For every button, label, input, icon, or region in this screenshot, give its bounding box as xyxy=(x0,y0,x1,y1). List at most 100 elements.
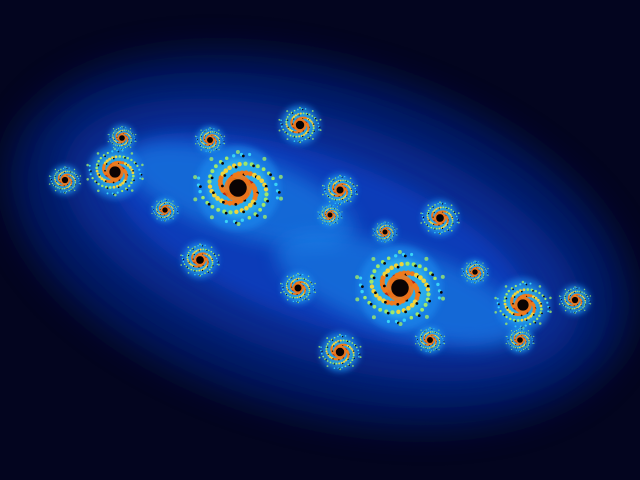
spiral-dot-dark xyxy=(439,291,443,294)
spiral-dot xyxy=(114,155,118,159)
spiral-dot xyxy=(204,272,206,274)
spiral-dot xyxy=(172,214,174,216)
sprinkle-dot xyxy=(359,356,362,359)
spiral-dot-dark xyxy=(192,248,194,250)
spiral-dot xyxy=(232,154,236,158)
spiral-dot xyxy=(421,215,424,218)
spiral-dot xyxy=(205,150,207,152)
spiral-dot xyxy=(538,291,541,295)
spiral-dot-dark xyxy=(325,211,327,212)
spiral-dot xyxy=(71,171,73,173)
cluster-core xyxy=(196,256,204,264)
spiral-dot xyxy=(417,342,419,344)
spiral-dot xyxy=(197,176,201,180)
spiral-small xyxy=(505,326,535,354)
spiral-dot xyxy=(210,150,212,152)
spiral-dot xyxy=(566,291,568,293)
sprinkle-dot xyxy=(339,174,341,177)
spiral-dot xyxy=(166,201,168,204)
spiral-dot-dark xyxy=(60,188,62,190)
spiral-dot-dark xyxy=(269,173,272,177)
spiral-dot-dark xyxy=(565,295,567,297)
spiral-dot xyxy=(516,347,519,349)
spiral-dot xyxy=(157,211,159,213)
spiral-dot-dark xyxy=(287,126,289,128)
spiral-dot xyxy=(306,295,308,298)
spiral-dot xyxy=(385,299,391,305)
spiral-dot xyxy=(561,302,564,305)
spiral-dot-dark xyxy=(515,335,517,337)
spiral-dot xyxy=(334,341,338,344)
spiral-dot xyxy=(506,308,510,312)
spiral-dot xyxy=(344,175,346,178)
spiral-dot xyxy=(194,274,196,276)
spiral-dot xyxy=(386,319,390,324)
spiral-dot-dark xyxy=(348,364,350,366)
spiral-dot-dark xyxy=(219,138,220,140)
spiral-dot xyxy=(256,175,261,180)
spiral-dot xyxy=(354,187,356,190)
spiral-dot-dark xyxy=(389,235,391,237)
spiral-dot-dark xyxy=(380,235,382,237)
sprinkle-dot xyxy=(107,140,109,143)
spiral-dot xyxy=(451,217,454,220)
spiral-dot xyxy=(320,346,322,348)
spiral-dot xyxy=(524,342,527,345)
spiral-dot-dark xyxy=(132,170,134,172)
spiral-dot xyxy=(59,172,62,175)
spiral-dot xyxy=(344,359,348,362)
spiral-dot-dark xyxy=(98,174,101,176)
spiral-dot-dark xyxy=(198,250,200,252)
sprinkle-dot xyxy=(549,310,552,314)
sprinkle-dot xyxy=(564,288,567,291)
spiral-dot xyxy=(120,127,122,129)
spiral-dot xyxy=(308,118,311,122)
spiral-dot xyxy=(386,227,389,229)
spiral-dot xyxy=(196,140,198,142)
spiral-dot-dark xyxy=(432,216,434,218)
spiral-dot-dark xyxy=(264,184,268,188)
spiral-dot-dark xyxy=(112,142,114,144)
spiral-dot xyxy=(302,133,306,136)
sprinkle-dot xyxy=(339,368,342,371)
sprinkle-dot xyxy=(355,275,360,280)
spiral-clusters xyxy=(48,104,592,373)
spiral-dot xyxy=(482,265,484,267)
spiral-dot-dark xyxy=(576,308,578,310)
spiral-dot-dark xyxy=(433,211,435,214)
spiral-dot xyxy=(308,289,311,292)
spiral-dot-dark xyxy=(106,187,109,189)
spiral-dot xyxy=(377,236,379,238)
spiral-dot-dark xyxy=(211,258,214,260)
spiral-dot xyxy=(436,335,438,338)
sprinkle-dot xyxy=(355,297,360,302)
spiral-dot xyxy=(216,146,219,148)
spiral-dot-dark xyxy=(342,362,344,365)
spiral-dot xyxy=(305,278,307,281)
spiral-dot xyxy=(438,227,441,230)
spiral-dot xyxy=(509,317,512,321)
sprinkle-dot xyxy=(199,274,202,277)
spiral-dot xyxy=(433,209,436,212)
spiral-dot-dark xyxy=(424,338,426,340)
spiral-dot-dark xyxy=(511,341,513,342)
spiral-dot-dark xyxy=(234,165,238,169)
spiral-dot-dark xyxy=(325,214,326,215)
spiral-dot xyxy=(421,332,424,334)
spiral-dot-dark xyxy=(169,214,171,216)
spiral-dot-dark xyxy=(331,205,332,207)
spiral-dot xyxy=(330,193,333,196)
spiral-dot xyxy=(214,255,217,257)
spiral-dot xyxy=(442,342,444,344)
spiral-dot xyxy=(422,212,424,215)
spiral-dot xyxy=(525,335,528,338)
spiral-dot xyxy=(210,204,215,209)
spiral-dot-dark xyxy=(59,175,61,176)
spiral-dot-dark xyxy=(457,219,459,221)
spiral-dot xyxy=(527,344,529,347)
spiral-dot xyxy=(115,144,117,146)
spiral-dot-dark xyxy=(307,131,309,134)
spiral-dot-dark xyxy=(329,185,331,187)
spiral-dot xyxy=(378,225,380,227)
spiral-dot-dark xyxy=(173,209,175,210)
